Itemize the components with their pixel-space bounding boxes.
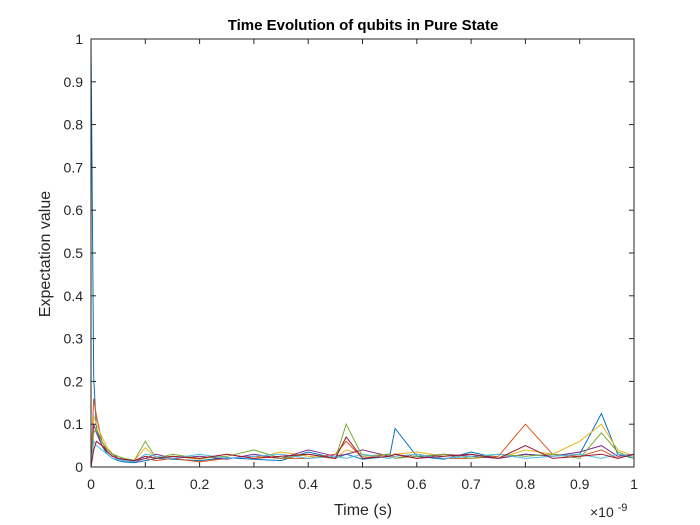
series-line-5	[90, 422, 635, 468]
y-tick-label: 0.9	[64, 74, 84, 90]
y-tick-label: 0.8	[64, 117, 84, 133]
x-tick-label: 1	[630, 476, 638, 492]
axes-layer	[90, 38, 635, 468]
x-tick-label: 0.2	[190, 476, 210, 492]
series-line-4	[90, 424, 635, 468]
y-tick-label: 0.4	[64, 288, 84, 304]
x-tick-label: 0.7	[461, 476, 481, 492]
y-tick-label: 0	[75, 459, 83, 475]
y-tick-label: 0.6	[64, 202, 84, 218]
series-line-1	[90, 38, 635, 464]
y-tick-label: 0.2	[64, 373, 84, 389]
x-tick-label: 0.1	[136, 476, 156, 492]
chart-title: Time Evolution of qubits in Pure State	[228, 17, 499, 34]
series-layer	[90, 38, 635, 468]
x-axis-label: Time (s)	[334, 502, 392, 519]
series-line-7	[90, 436, 635, 468]
y-tick-label: 0.5	[64, 245, 84, 261]
x-exponent-power: -9	[618, 502, 628, 514]
y-tick-label: 0.3	[64, 331, 84, 347]
x-tick-label: 0.6	[407, 476, 427, 492]
x-exponent-label: ×10 -9	[590, 502, 627, 520]
y-axis-label: Expectation value	[37, 191, 54, 317]
y-tick-label: 0.1	[64, 416, 84, 432]
plot-box	[90, 38, 635, 468]
x-tick-label: 0.9	[570, 476, 590, 492]
x-tick-label: 0.3	[244, 476, 264, 492]
x-tick-label: 0.8	[516, 476, 536, 492]
tick-labels-layer: 0 0.1 0.2 0.3 0.4 0.5 0.6 0.7 0.8 0.9 1 0 0.1 0.2 0.3 0…	[64, 31, 639, 492]
x-tick-label: 0.5	[353, 476, 373, 492]
x-exponent-base: ×10	[590, 504, 614, 520]
x-tick-label: 0.4	[298, 476, 318, 492]
y-tick-label: 0.7	[64, 159, 84, 175]
x-tick-label: 0	[87, 476, 95, 492]
series-line-6	[90, 439, 635, 468]
y-tick-label: 1	[75, 31, 83, 47]
